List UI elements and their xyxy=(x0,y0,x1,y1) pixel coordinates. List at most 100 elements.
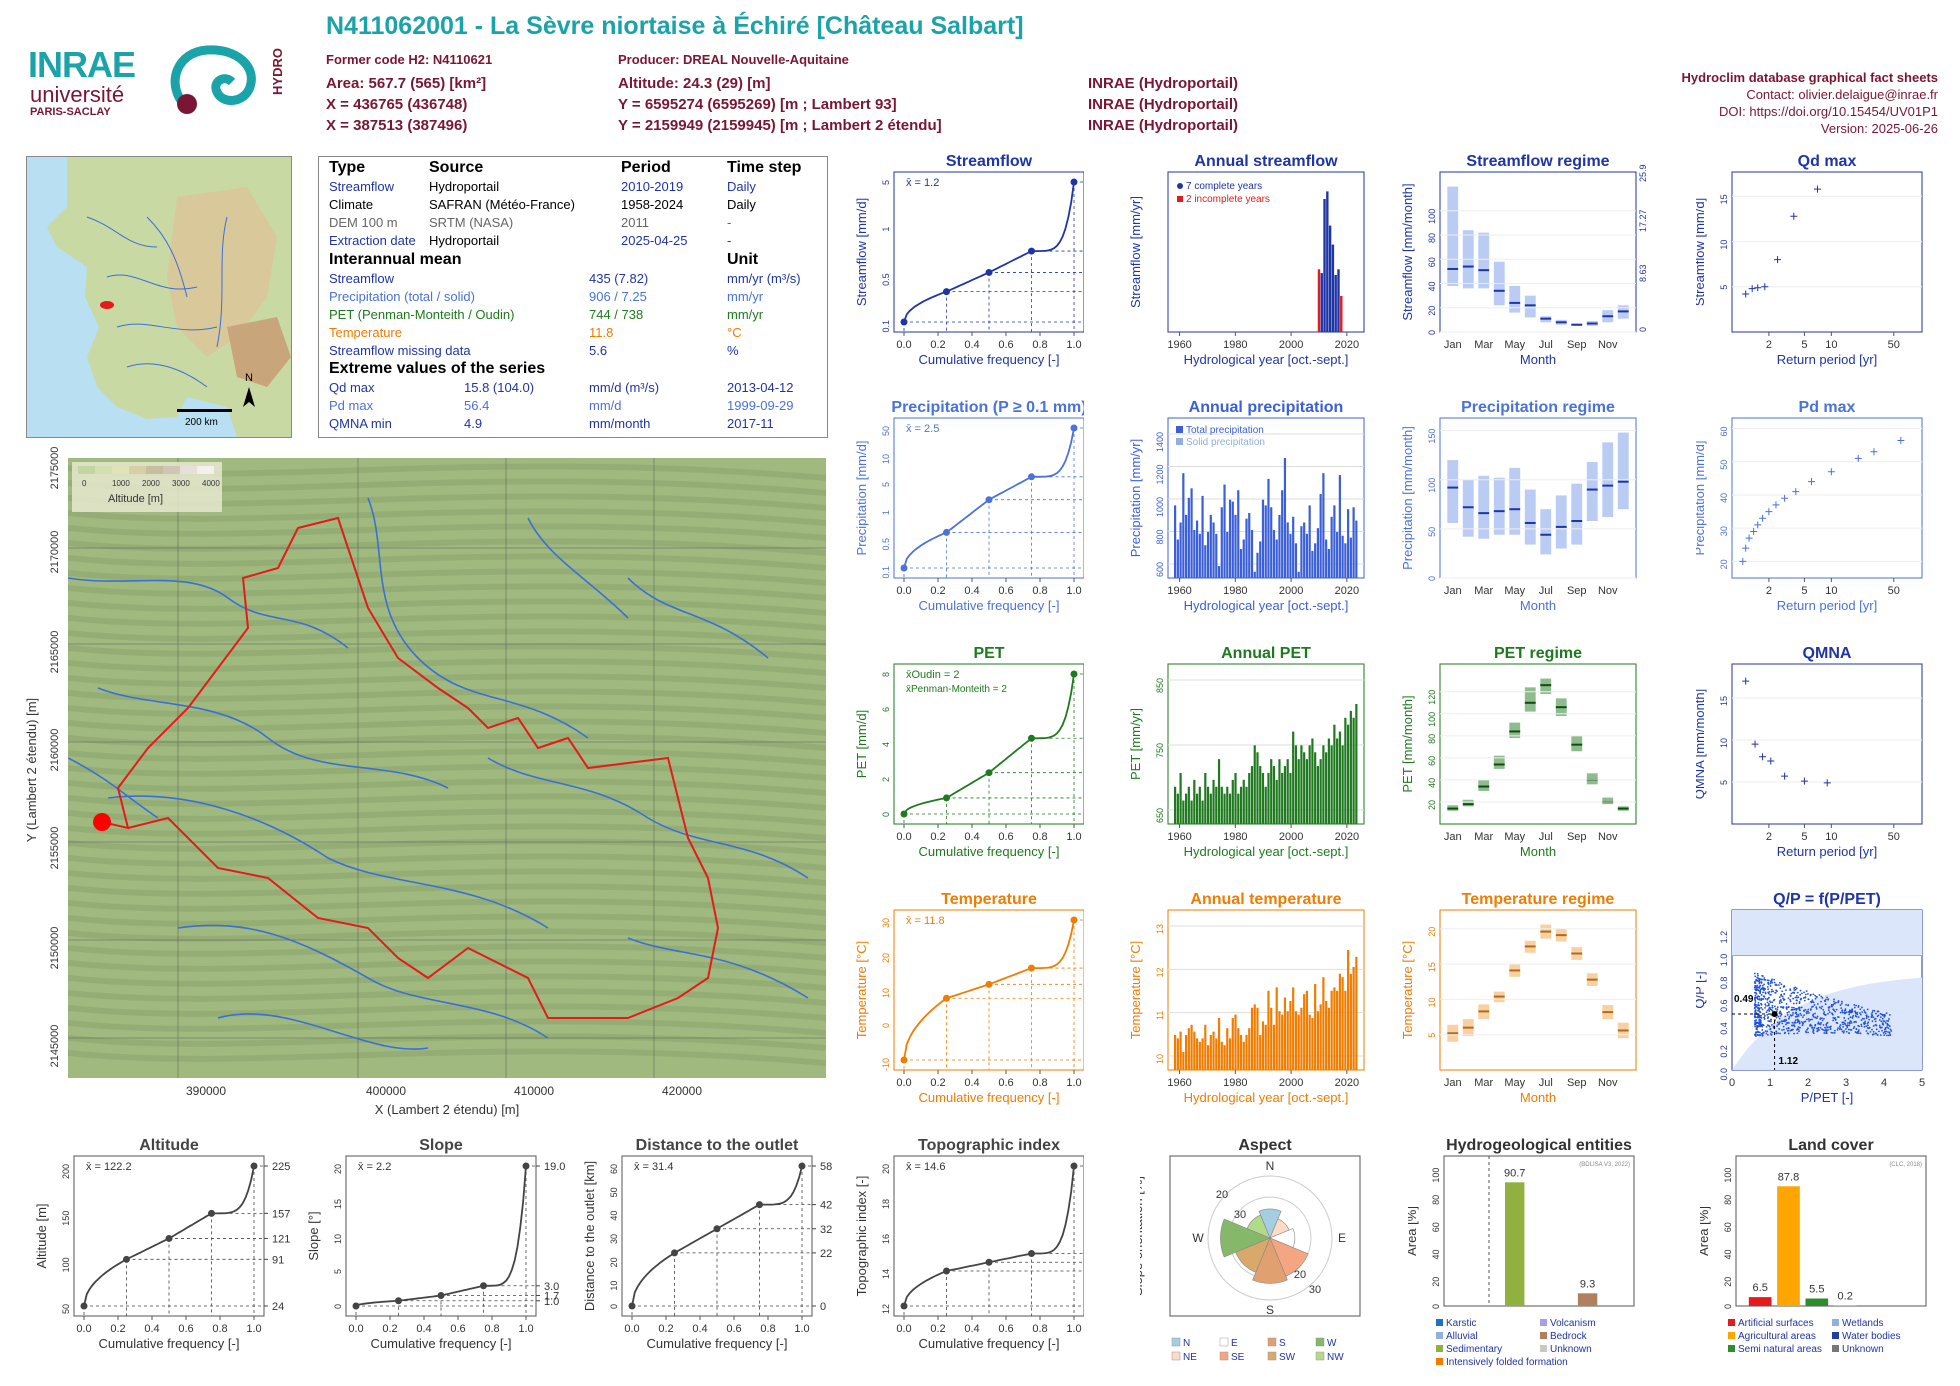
daily-point xyxy=(1753,981,1756,984)
x-axis-label: Cumulative frequency [-] xyxy=(919,844,1060,859)
legend-label: Volcanism xyxy=(1550,1318,1596,1329)
y-tick-label: 20 xyxy=(333,1164,343,1174)
daily-point xyxy=(1778,1017,1781,1020)
daily-point xyxy=(1763,978,1766,981)
daily-point xyxy=(1753,972,1756,975)
daily-point xyxy=(1830,1025,1832,1028)
y-tick-label: 60 xyxy=(1431,1222,1441,1232)
annual-bar xyxy=(1314,983,1317,1070)
x-axis-label: Cumulative frequency [-] xyxy=(371,1336,512,1351)
interannual-label: Streamflow missing data xyxy=(329,343,471,358)
daily-point xyxy=(1754,1025,1757,1028)
annual-bar xyxy=(1334,275,1337,332)
map-x-tick: 410000 xyxy=(514,1084,554,1098)
daily-point xyxy=(1822,1009,1825,1011)
quantile-point xyxy=(1070,424,1078,432)
legend-swatch xyxy=(1171,1337,1181,1347)
legend-swatch xyxy=(1728,1332,1735,1339)
y-tick-label: 10 xyxy=(1719,240,1729,250)
daily-point xyxy=(1773,981,1776,984)
daily-point xyxy=(1776,1025,1778,1027)
daily-point xyxy=(1760,1002,1762,1005)
x-tick-label: 0.4 xyxy=(964,585,979,597)
scatter-point xyxy=(1767,757,1775,765)
outlet-marker xyxy=(93,813,111,831)
table-cell-step: Daily xyxy=(727,197,756,212)
annual-bar xyxy=(1308,505,1311,578)
relief-line xyxy=(67,748,827,766)
table-cell-source: SAFRAN (Météo-France) xyxy=(429,197,575,212)
annual-bar xyxy=(1340,295,1343,332)
daily-point xyxy=(1827,998,1830,1001)
daily-point xyxy=(1795,994,1798,997)
daily-point xyxy=(1800,1020,1803,1023)
x-axis-label: Return period [yr] xyxy=(1777,352,1877,367)
catchment-boundary xyxy=(101,516,720,1019)
quantile-point xyxy=(900,318,908,326)
annual-bar xyxy=(1220,1041,1223,1070)
legend-swatch xyxy=(1832,1345,1839,1352)
daily-point xyxy=(1795,1013,1798,1016)
chart-title: Precipitation regime xyxy=(1461,399,1615,416)
legend-label: SW xyxy=(1279,1352,1296,1363)
y-tick-label: 50 xyxy=(1719,460,1729,470)
x-tick-label: 1.0 xyxy=(1066,339,1081,351)
x-tick-label: 0.6 xyxy=(998,1077,1013,1089)
annual-bar xyxy=(1250,766,1254,824)
chart-svg-pd-max: Pd max Return period [yr] Precipitation [m… xyxy=(1696,399,1923,613)
annual-bar xyxy=(1292,731,1295,824)
y-tick-label: 600 xyxy=(1155,562,1165,577)
y-axis-label: Precipitation [mm/month] xyxy=(1400,426,1415,570)
annual-bar xyxy=(1184,514,1188,578)
daily-point xyxy=(1795,1002,1798,1005)
daily-point xyxy=(1755,978,1758,981)
annual-bar xyxy=(1349,973,1352,1070)
map-x-tick: 400000 xyxy=(366,1084,406,1098)
daily-point xyxy=(1761,984,1764,987)
chart-title: Precipitation (P ≥ 0.1 mm) xyxy=(891,399,1084,416)
quantile-point xyxy=(208,1209,215,1217)
map-y-tick: 2165000 xyxy=(49,631,61,674)
x-tick-label: 0.2 xyxy=(110,1323,125,1335)
daily-point xyxy=(1849,1010,1852,1013)
quantile-point xyxy=(395,1297,402,1305)
daily-point xyxy=(1777,984,1780,986)
daily-point xyxy=(1761,1024,1764,1027)
daily-point xyxy=(1785,1006,1788,1009)
annual-bar xyxy=(1239,1034,1243,1070)
daily-point xyxy=(1769,1001,1772,1004)
river xyxy=(177,924,549,1039)
chart-topographic-index: Topographic index Cumulative frequency [-… xyxy=(854,1134,1084,1364)
daily-point xyxy=(1785,1003,1788,1005)
relief-line xyxy=(67,583,827,601)
daily-point xyxy=(1842,1023,1844,1026)
y-axis-label: Temperature [°C] xyxy=(1130,941,1143,1039)
legend-swatch xyxy=(112,466,129,474)
relief-line xyxy=(67,508,827,526)
info-table: Type Source Period Time step Streamflow Hydro… xyxy=(318,156,828,438)
annual-bar xyxy=(1292,987,1295,1070)
daily-point xyxy=(1786,1011,1789,1014)
map-y-tick: 2145000 xyxy=(49,1025,61,1068)
y-tick-label: 80 xyxy=(1427,233,1437,243)
legend-label: Bedrock xyxy=(1550,1331,1588,1342)
interannual-unit: °C xyxy=(727,325,742,340)
x-axis-label: Month xyxy=(1520,1090,1556,1105)
annual-bar xyxy=(1328,225,1332,332)
right-tick-label: 1.7 xyxy=(544,1291,559,1303)
annual-bar xyxy=(1297,759,1300,824)
daily-point xyxy=(1875,1024,1878,1027)
chart-svg-topographic-index: Topographic index Cumulative frequency [-… xyxy=(854,1137,1084,1351)
quantile-point xyxy=(437,1292,445,1300)
chart-aspect: Aspect Slope orientation [%] N E S W 20 30 20 30 N… xyxy=(1140,1134,1380,1384)
daily-point xyxy=(1840,1007,1843,1009)
interannual-value: 906 / 7.25 xyxy=(589,289,647,304)
annual-bar xyxy=(1264,1024,1267,1070)
daily-point xyxy=(1768,1006,1771,1009)
daily-point xyxy=(1794,1011,1797,1014)
daily-point xyxy=(1875,1012,1877,1015)
daily-point xyxy=(1820,995,1823,998)
legend-label: Unknown xyxy=(1842,1344,1884,1355)
daily-point xyxy=(1764,988,1766,990)
